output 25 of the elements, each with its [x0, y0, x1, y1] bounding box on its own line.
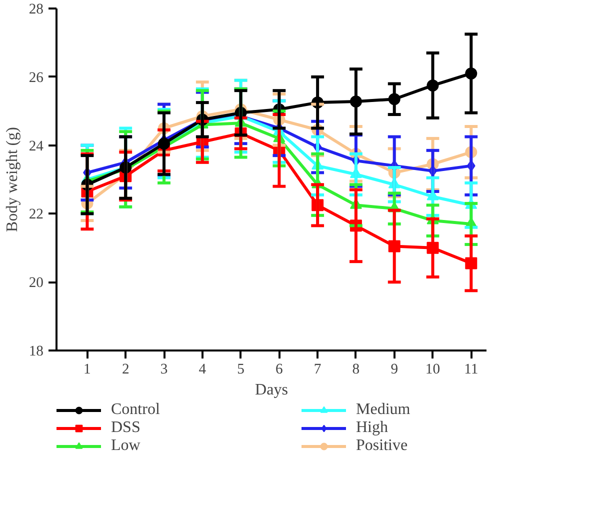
- legend-label: Low: [111, 437, 142, 455]
- y-tick-label: 20: [28, 275, 44, 292]
- legend-label: DSS: [111, 419, 142, 437]
- x-tick-label: 2: [122, 362, 130, 378]
- x-tick-label: 7: [314, 362, 322, 378]
- x-tick-label: 3: [160, 362, 168, 378]
- y-axis-title: Body weight (g): [4, 127, 21, 232]
- x-tick-label: 9: [390, 362, 398, 378]
- legend-label: Positive: [356, 437, 409, 455]
- x-tick-label: 5: [237, 362, 244, 378]
- x-axis-title: Days: [255, 382, 288, 398]
- y-tick-label: 28: [28, 2, 44, 18]
- y-tick-label: 24: [28, 138, 44, 154]
- y-tick-label: 18: [28, 344, 44, 360]
- x-tick-label: 10: [425, 362, 440, 378]
- legend-label: High: [356, 419, 389, 437]
- x-tick-label: 4: [198, 362, 207, 378]
- legend-label: Medium: [356, 401, 412, 419]
- legend-label: Control: [111, 401, 161, 419]
- x-tick-label: 1: [84, 362, 91, 378]
- y-tick-label: 22: [28, 206, 44, 223]
- x-tick-label: 11: [464, 362, 478, 378]
- y-tick-label: 26: [28, 70, 44, 86]
- x-tick-label: 8: [352, 362, 360, 378]
- x-tick-label: 6: [276, 362, 283, 378]
